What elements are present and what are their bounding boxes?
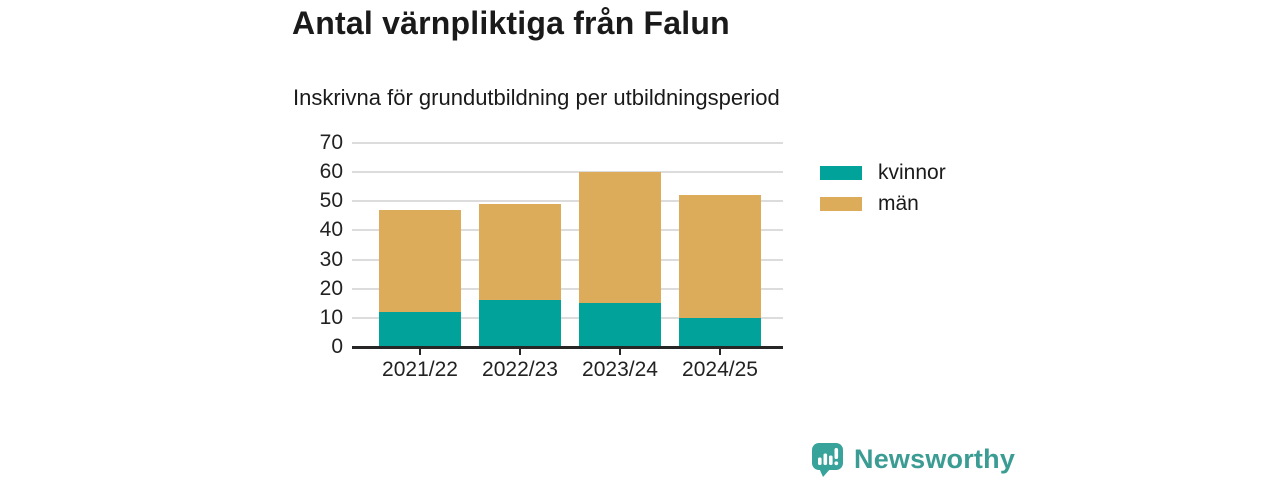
bar-segment-män-2022/23	[479, 204, 561, 301]
gridline-40	[352, 229, 783, 232]
bar-segment-kvinnor-2021/22	[379, 312, 461, 347]
legend-label-kvinnor: kvinnor	[878, 161, 946, 184]
brand-footer: Newsworthy	[810, 441, 1015, 478]
y-tick-label-10: 10	[319, 305, 343, 329]
bar-segment-män-2023/24	[579, 172, 661, 304]
y-tick-label-30: 30	[319, 247, 343, 271]
y-tick-label-70: 70	[319, 131, 343, 154]
x-axis-line	[352, 346, 783, 349]
chart-subtitle: Inskrivna för grundutbildning per utbild…	[293, 85, 780, 110]
legend-item-män: män	[820, 192, 946, 215]
legend-swatch-män	[820, 197, 862, 211]
bar-segment-kvinnor-2023/24	[579, 303, 661, 347]
gridline-10	[352, 316, 783, 319]
bar-segment-män-2021/22	[379, 210, 461, 313]
y-tick-label-50: 50	[319, 189, 343, 213]
x-axis-label-2023/24: 2023/24	[582, 358, 658, 381]
x-axis-label-2024/25: 2024/25	[682, 358, 758, 381]
y-axis-labels: 0 10 20 30 40 50 60 70	[290, 132, 343, 358]
x-axis-labels: 2021/22 2022/23 2023/24 2024/25	[352, 358, 783, 386]
gridline-50	[352, 200, 783, 203]
y-tick-label-40: 40	[319, 218, 343, 242]
y-tick-label-60: 60	[319, 160, 343, 184]
brand-name: Newsworthy	[854, 444, 1016, 474]
x-tick-2022/23	[519, 347, 521, 355]
bar-stack-2024/25	[679, 143, 761, 347]
gridline-20	[352, 287, 783, 290]
x-tick-2024/25	[719, 347, 721, 355]
x-tick-2021/22	[419, 347, 421, 355]
legend-label-män: män	[878, 192, 919, 215]
gridline-60	[352, 171, 783, 174]
bar-segment-män-2024/25	[679, 195, 761, 318]
x-axis-label-2022/23: 2022/23	[482, 358, 558, 381]
plot-area	[352, 142, 783, 355]
y-tick-label-0: 0	[331, 335, 343, 358]
legend-item-kvinnor: kvinnor	[820, 161, 946, 184]
gridline-30	[352, 258, 783, 261]
bar-segment-kvinnor-2022/23	[479, 300, 561, 347]
y-tick-label-20: 20	[319, 276, 343, 300]
chart-legend: kvinnor män	[820, 161, 946, 228]
bar-stack-2023/24	[579, 143, 661, 347]
page-title: Antal värnpliktiga från Falun	[292, 5, 730, 41]
bar-segment-kvinnor-2024/25	[679, 317, 761, 347]
newsworthy-logo-icon	[812, 443, 843, 477]
bar-stack-2021/22	[379, 143, 461, 347]
legend-swatch-kvinnor	[820, 166, 862, 180]
gridline-70	[352, 142, 783, 144]
bar-stack-2022/23	[479, 143, 561, 347]
x-axis-label-2021/22: 2021/22	[382, 358, 458, 381]
x-tick-2023/24	[619, 347, 621, 355]
